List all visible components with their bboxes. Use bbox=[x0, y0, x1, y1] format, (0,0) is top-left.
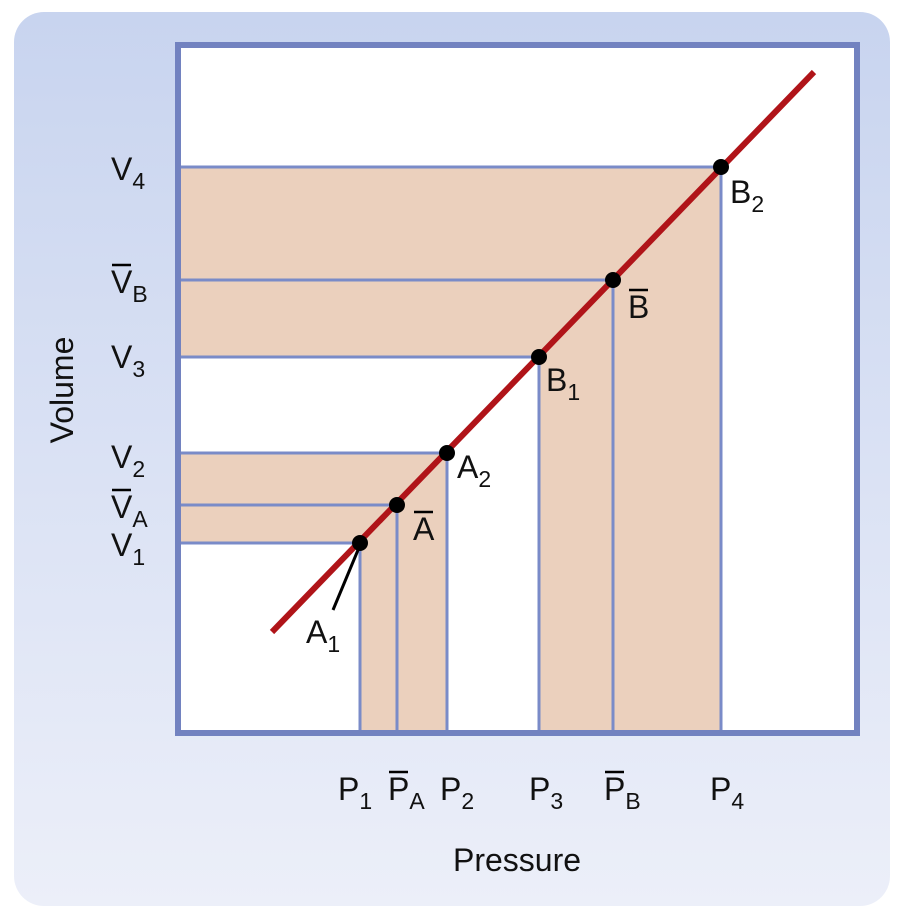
x-tick-label: P3 bbox=[529, 771, 563, 814]
plot-area bbox=[178, 45, 857, 733]
x-tick-label: P2 bbox=[440, 771, 474, 814]
state-point bbox=[605, 272, 621, 288]
y-axis-label: Volume bbox=[44, 337, 80, 444]
a1-leader-line bbox=[331, 549, 360, 611]
plot-frame bbox=[175, 42, 860, 736]
point-label: B2 bbox=[730, 174, 764, 217]
point-label: B bbox=[628, 289, 649, 325]
x-tick-label: P1 bbox=[338, 771, 372, 814]
point-label: A2 bbox=[457, 449, 491, 492]
x-tick-label: P4 bbox=[710, 771, 744, 814]
point-label: B1 bbox=[546, 362, 580, 405]
y-tick-label: VA bbox=[111, 489, 148, 532]
y-tick-label: V3 bbox=[111, 339, 145, 382]
y-tick-label: VB bbox=[111, 264, 148, 307]
state-point bbox=[531, 349, 547, 365]
state-point bbox=[389, 497, 405, 513]
state-point bbox=[713, 159, 729, 175]
point-label: A bbox=[413, 511, 435, 547]
x-tick-label: PA bbox=[388, 771, 425, 814]
y-tick-label: V1 bbox=[111, 527, 145, 570]
state-point bbox=[352, 535, 368, 551]
y-tick-label: V2 bbox=[111, 439, 145, 482]
x-tick-label: PB bbox=[604, 771, 641, 814]
x-axis-label: Pressure bbox=[453, 842, 581, 878]
point-label: A1 bbox=[306, 614, 340, 657]
state-point bbox=[439, 445, 455, 461]
y-tick-label: V4 bbox=[111, 151, 145, 194]
